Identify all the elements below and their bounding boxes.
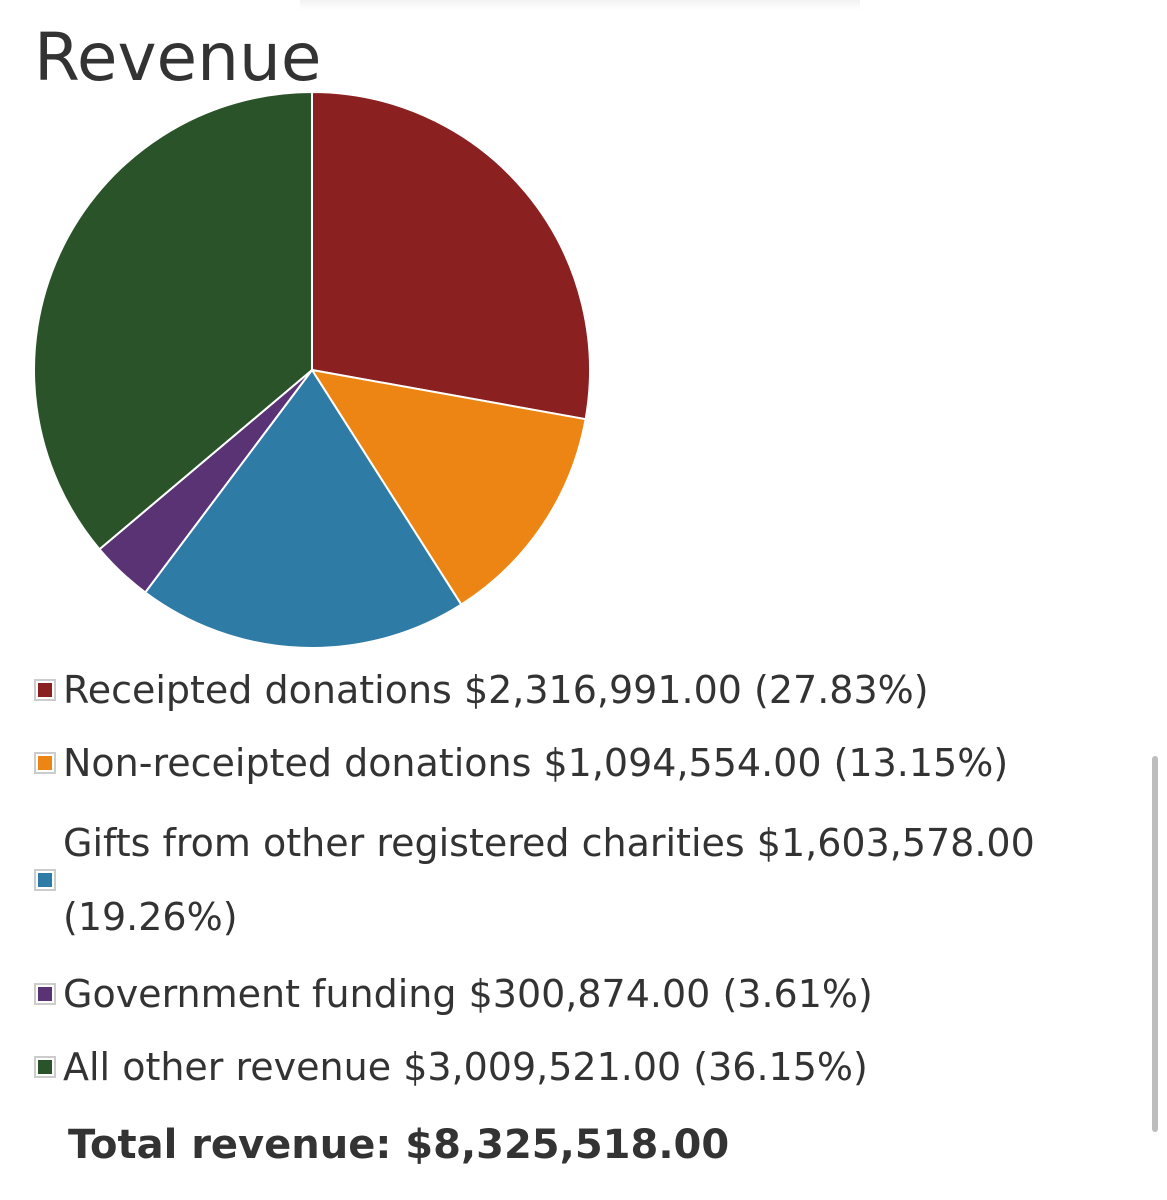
- legend-label-percent: (27.83%): [754, 668, 929, 712]
- total-revenue: Total revenue: $8,325,518.00: [68, 1122, 729, 1168]
- pie-slice-all-other-revenue[interactable]: [33, 91, 313, 551]
- legend-swatch: [34, 869, 56, 891]
- legend-label-percent: (13.15%): [833, 741, 1009, 785]
- legend-label-amount: $2,316,991.00: [463, 668, 742, 712]
- chart-title: Revenue: [34, 19, 322, 96]
- pie-slice-gifts-from-other-registered-charities[interactable]: [144, 369, 463, 649]
- legend-swatch-fill: [38, 1060, 52, 1074]
- legend-item-government-funding[interactable]: Government funding $300,874.00 (3.61%): [34, 966, 1124, 1022]
- total-revenue-value: $8,325,518.00: [405, 1122, 730, 1168]
- revenue-pie-chart: [33, 91, 591, 649]
- legend-label-amount: $3,009,521.00: [403, 1045, 682, 1089]
- total-revenue-label: Total revenue:: [68, 1122, 392, 1168]
- legend-label: All other revenue $3,009,521.00 (36.15%): [63, 1030, 868, 1104]
- legend-label-name: Gifts from other registered charities: [63, 821, 745, 865]
- legend-item-receipted-donations[interactable]: Receipted donations $2,316,991.00 (27.83…: [34, 662, 1124, 718]
- chart-legend: Receipted donations $2,316,991.00 (27.83…: [34, 662, 1124, 1112]
- legend-swatch-fill: [38, 683, 52, 697]
- legend-swatch-fill: [38, 987, 52, 1001]
- legend-item-gifts-from-charities[interactable]: Gifts from other registered charities $1…: [34, 808, 1124, 952]
- vertical-scrollbar[interactable]: [1152, 756, 1158, 1132]
- legend-item-all-other-revenue[interactable]: All other revenue $3,009,521.00 (36.15%): [34, 1039, 1124, 1095]
- legend-label-name: Government funding: [63, 972, 457, 1016]
- legend-swatch-fill: [38, 756, 52, 770]
- legend-swatch: [34, 752, 56, 774]
- legend-label-name: All other revenue: [63, 1045, 392, 1089]
- legend-label: Government funding $300,874.00 (3.61%): [63, 957, 873, 1031]
- legend-label-percent: (19.26%): [63, 895, 238, 939]
- legend-label-amount: $300,874.00: [468, 972, 711, 1016]
- legend-label-percent: (3.61%): [722, 972, 873, 1016]
- legend-label: Receipted donations $2,316,991.00 (27.83…: [63, 653, 929, 727]
- legend-item-non-receipted-donations[interactable]: Non-receipted donations $1,094,554.00 (1…: [34, 735, 1124, 791]
- legend-swatch: [34, 679, 56, 701]
- legend-swatch-fill: [38, 873, 52, 887]
- legend-swatch: [34, 983, 56, 1005]
- legend-label: Gifts from other registered charities $1…: [63, 806, 1113, 954]
- legend-label-name: Receipted donations: [63, 668, 452, 712]
- legend-label-name: Non-receipted donations: [63, 741, 532, 785]
- legend-label-percent: (36.15%): [693, 1045, 868, 1089]
- pie-slice-receipted-donations[interactable]: [311, 91, 591, 421]
- top-header-fade: [300, 0, 860, 10]
- legend-label-amount: $1,603,578.00: [756, 821, 1035, 865]
- pie-slice-non-receipted-donations[interactable]: [311, 369, 587, 606]
- legend-swatch: [34, 1056, 56, 1078]
- legend-label: Non-receipted donations $1,094,554.00 (1…: [63, 726, 1008, 800]
- legend-label-amount: $1,094,554.00: [543, 741, 822, 785]
